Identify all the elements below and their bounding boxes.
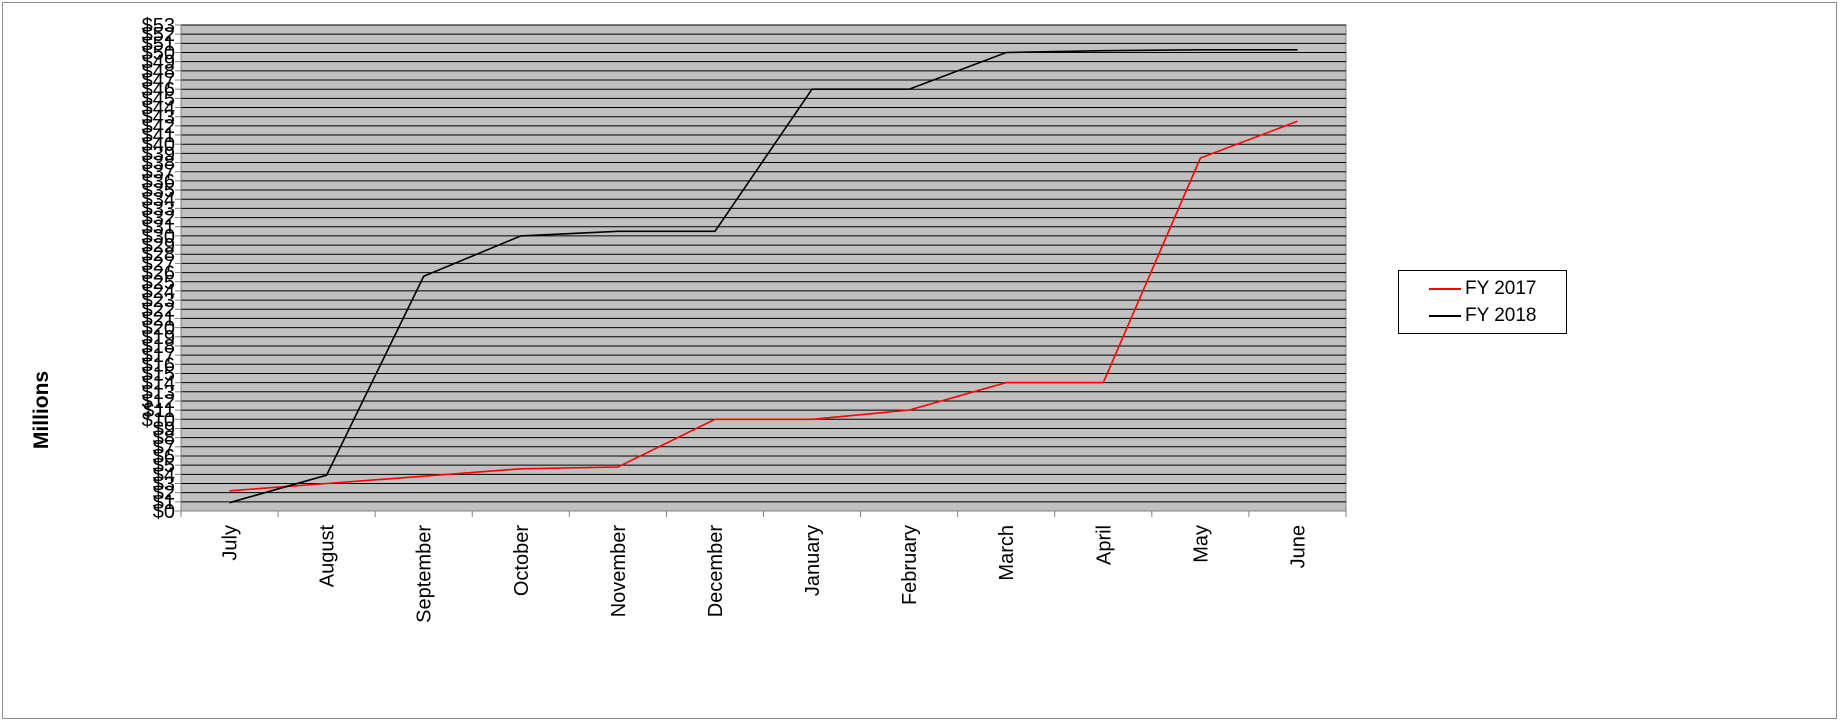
y-tick-label: $25 [142, 272, 175, 294]
legend: FY 2017 FY 2018 [1398, 270, 1567, 334]
legend-swatch [1429, 288, 1461, 290]
y-tick-label: $36 [142, 171, 175, 193]
y-tick-label: $16 [142, 354, 175, 376]
series-line-fy-2018 [229, 48, 1298, 504]
y-tick-label: $31 [142, 217, 175, 239]
y-axis-title: Millions [30, 371, 53, 449]
x-tick-label: September [414, 525, 436, 623]
x-tick-label: April [1093, 525, 1115, 565]
y-tick-label: $30 [142, 226, 175, 248]
x-tick-label: December [705, 525, 727, 618]
x-tick-label: May [1190, 525, 1212, 563]
y-tick-label: $7 [153, 437, 175, 459]
y-tick-label: $38 [142, 153, 175, 175]
y-tick-label: $12 [142, 391, 175, 413]
x-tick-label: November [608, 525, 630, 618]
x-tick-label: June [1287, 525, 1309, 568]
y-tick-label: $23 [142, 290, 175, 312]
y-tick-label: $29 [142, 235, 175, 257]
y-tick-label: $28 [142, 244, 175, 266]
legend-swatch [1429, 315, 1461, 317]
y-tick-label: $50 [142, 43, 175, 65]
y-tick-label: $34 [142, 189, 175, 211]
y-tick-label: $49 [142, 52, 175, 74]
y-tick-label: $32 [142, 208, 175, 230]
y-tick-label: $24 [142, 281, 175, 303]
y-tick-label: $37 [142, 162, 175, 184]
y-tick-label: $1 [153, 492, 175, 514]
y-tick-label: $19 [142, 327, 175, 349]
y-tick-label: $4 [153, 464, 175, 486]
series-line-fy-2017 [229, 120, 1298, 492]
y-tick-label: $18 [142, 336, 175, 358]
y-tick-label: $39 [142, 143, 175, 165]
y-tick-label: $17 [142, 345, 175, 367]
y-tick-label: $14 [142, 373, 175, 395]
y-tick-label: $13 [142, 382, 175, 404]
y-tick-label: $22 [142, 299, 175, 321]
y-tick-label: $5 [153, 455, 175, 477]
y-tick-label: $6 [153, 446, 175, 468]
legend-label: FY 2017 [1465, 278, 1537, 299]
y-tick-label: $21 [142, 308, 175, 330]
x-tick-label: July [220, 525, 242, 561]
y-tick-label: $9 [153, 418, 175, 440]
x-tick-label: February [899, 525, 921, 605]
legend-item-fy2018: FY 2018 [1429, 304, 1536, 328]
y-tick-label: $33 [142, 198, 175, 220]
y-tick-label: $10 [142, 409, 175, 431]
y-tick-label: $26 [142, 263, 175, 285]
y-tick-label: $48 [142, 61, 175, 83]
legend-item-fy2017: FY 2017 [1429, 277, 1536, 301]
y-tick-label: $53 [142, 15, 175, 37]
y-tick-label: $2 [153, 483, 175, 505]
y-tick-label: $8 [153, 428, 175, 450]
y-tick-label: $43 [142, 107, 175, 129]
y-tick-label: $41 [142, 125, 175, 147]
y-tick-label: $27 [142, 253, 175, 275]
x-tick-label: October [511, 525, 533, 596]
y-tick-label: $52 [142, 24, 175, 46]
plot-area [180, 24, 1347, 512]
y-tick-label: $51 [142, 33, 175, 55]
y-tick-label: $42 [142, 116, 175, 138]
y-tick-label: $20 [142, 318, 175, 340]
y-tick-label: $3 [153, 473, 175, 495]
y-tick-label: $15 [142, 363, 175, 385]
y-tick-label: $46 [142, 79, 175, 101]
y-tick-label: $44 [142, 98, 175, 120]
y-tick-label: $35 [142, 180, 175, 202]
x-tick-label: January [802, 525, 824, 596]
y-tick-label: $47 [142, 70, 175, 92]
y-tick-label: $45 [142, 88, 175, 110]
x-tick-label: March [996, 525, 1018, 581]
y-tick-label: $40 [142, 134, 175, 156]
y-tick-label: $0 [153, 501, 175, 523]
x-tick-label: August [317, 525, 339, 588]
legend-label: FY 2018 [1465, 305, 1537, 326]
y-tick-label: $11 [143, 400, 175, 422]
